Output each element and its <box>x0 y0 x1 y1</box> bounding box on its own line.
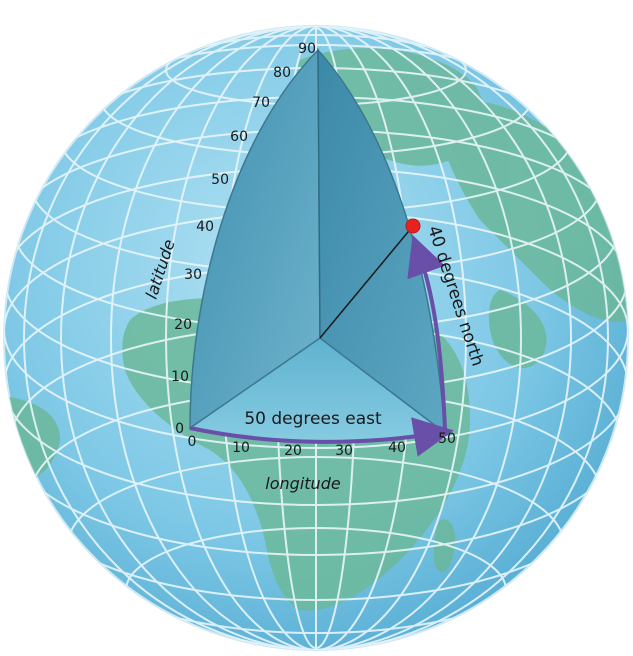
longitude-tick: 40 <box>388 440 406 456</box>
meridian-line <box>110 26 522 650</box>
latitude-tick: 90 <box>298 41 316 57</box>
latitude-tick: 80 <box>273 65 291 81</box>
east-arc-label: 50 degrees east <box>244 409 382 429</box>
latitude-arc-arrow <box>407 234 447 431</box>
longitude-ticks: 0 10 20 30 40 50 <box>188 431 456 459</box>
madagascar-landmass <box>433 519 456 573</box>
meridian-line <box>165 26 467 650</box>
latitude-tick: 10 <box>171 369 189 385</box>
cutaway-wedge <box>188 48 447 444</box>
wedge-left-face <box>189 48 321 430</box>
red-dot-icon <box>405 218 421 234</box>
longitude-tick: 20 <box>284 443 302 459</box>
meridian-line <box>23 26 609 650</box>
polar-axis-line <box>317 49 321 339</box>
radius-line <box>319 225 414 339</box>
meridian-line <box>60 26 572 650</box>
latitude-tick: 70 <box>252 95 270 111</box>
latitude-tick: 50 <box>211 172 229 188</box>
longitude-tick: 10 <box>232 440 250 456</box>
longitude-tick: 30 <box>335 443 353 459</box>
latitude-tick: 60 <box>230 129 248 145</box>
latitude-tick: 20 <box>174 317 192 333</box>
latitude-tick: 0 <box>175 421 184 437</box>
latitude-tick: 40 <box>196 219 214 235</box>
latitude-tick: 30 <box>184 267 202 283</box>
longitude-title: longitude <box>265 474 341 493</box>
latitude-ticks: 0 10 20 30 40 50 60 70 80 90 <box>171 41 316 437</box>
longitude-tick: 0 <box>188 434 197 450</box>
longitude-arc-arrow <box>189 417 454 457</box>
longitude-tick: 50 <box>438 431 456 447</box>
